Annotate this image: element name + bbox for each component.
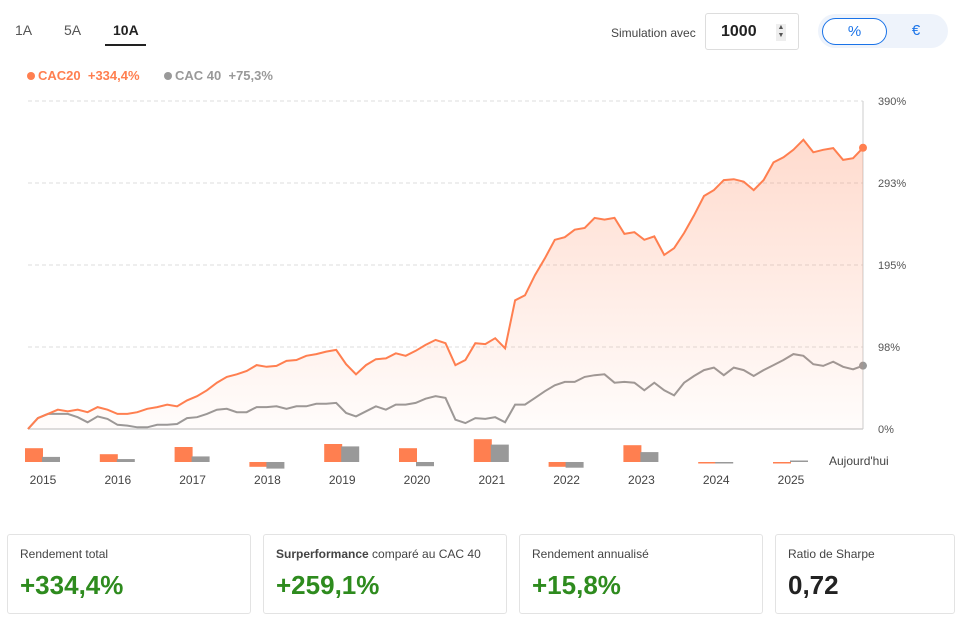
legend-name: CAC 40 bbox=[175, 68, 222, 83]
year-label: 2022 bbox=[553, 473, 580, 487]
simulation-amount-input[interactable]: 1000 ▲ ▼ bbox=[705, 13, 799, 50]
annual-bar-cac20 bbox=[473, 439, 492, 462]
annual-bar-cac20 bbox=[399, 448, 417, 462]
annual-bar-cac20 bbox=[773, 462, 791, 464]
annual-bar-cac40 bbox=[116, 459, 135, 462]
card-outperformance: Surperformance comparé au CAC 40 +259,1% bbox=[263, 534, 507, 614]
orange-dot-icon bbox=[27, 72, 35, 80]
year-label: 2015 bbox=[30, 473, 57, 487]
legend-value: +334,4% bbox=[87, 68, 140, 83]
legend-cac40: CAC 40 +75,3% bbox=[164, 68, 273, 83]
legend-name: CAC20 bbox=[38, 68, 81, 83]
y-tick-label: 293% bbox=[878, 178, 906, 190]
y-tick-label: 390% bbox=[878, 96, 906, 108]
annual-bar-cac40 bbox=[416, 462, 434, 467]
legend-value: +75,3% bbox=[228, 68, 273, 83]
card-total-return: Rendement total +334,4% bbox=[7, 534, 251, 614]
card-title-bold: Surperformance bbox=[276, 547, 369, 561]
annual-bar-cac20 bbox=[324, 444, 343, 462]
annual-bar-cac20 bbox=[25, 448, 43, 462]
y-tick-label: 98% bbox=[878, 342, 900, 354]
euro-toggle-button[interactable]: € bbox=[911, 22, 921, 39]
performance-chart: 0% 98% 195% 293% 390% 2015 2016 2017 2018 2019 202… bbox=[25, 96, 906, 487]
tab-1a[interactable]: 1A bbox=[15, 22, 33, 38]
simulation-value: 1000 bbox=[721, 23, 757, 40]
card-value: 0,72 bbox=[788, 570, 839, 600]
year-label: 2018 bbox=[254, 473, 281, 487]
annual-bar-cac40 bbox=[790, 460, 808, 462]
percent-toggle-button[interactable]: % bbox=[822, 18, 887, 45]
today-label: Aujourd'hui bbox=[829, 454, 889, 468]
annual-bar-cac40 bbox=[42, 456, 60, 462]
tab-5a[interactable]: 5A bbox=[64, 22, 82, 38]
year-label: 2024 bbox=[703, 473, 730, 487]
y-tick-label: 195% bbox=[878, 260, 906, 272]
annual-bar-cac40 bbox=[490, 444, 509, 462]
year-label: 2023 bbox=[628, 473, 655, 487]
annual-bar-cac40 bbox=[565, 462, 584, 468]
simulation-label: Simulation avec bbox=[611, 26, 696, 40]
card-sharpe-ratio: Ratio de Sharpe 0,72 bbox=[775, 534, 955, 614]
y-tick-label: 0% bbox=[878, 424, 894, 436]
annual-bar-cac20 bbox=[99, 454, 118, 462]
annual-bar-cac20 bbox=[249, 462, 268, 467]
unit-toggle: % € bbox=[818, 14, 948, 48]
annual-bar-cac40 bbox=[341, 446, 360, 462]
annual-bar-cac20 bbox=[623, 445, 642, 462]
tab-10a[interactable]: 10A bbox=[113, 22, 139, 38]
year-label: 2020 bbox=[404, 473, 431, 487]
annual-bar-cac40 bbox=[191, 456, 210, 462]
annual-bar-cac20 bbox=[698, 462, 717, 464]
gray-dot-icon bbox=[164, 72, 172, 80]
annual-bar-cac40 bbox=[266, 462, 285, 469]
spinner-icon[interactable]: ▲ ▼ bbox=[776, 24, 786, 41]
cac20-line bbox=[27, 138, 864, 430]
card-title: comparé au CAC 40 bbox=[368, 547, 481, 561]
series-end-point bbox=[859, 143, 867, 152]
year-label: 2017 bbox=[179, 473, 206, 487]
annual-bar-cac20 bbox=[174, 447, 193, 462]
year-label: 2016 bbox=[104, 473, 131, 487]
card-title: Ratio de Sharpe bbox=[788, 547, 875, 561]
card-value: +334,4% bbox=[20, 570, 124, 600]
annual-bar-cac20 bbox=[548, 462, 567, 467]
year-label: 2019 bbox=[329, 473, 356, 487]
card-title: Rendement annualisé bbox=[532, 547, 649, 561]
card-annualized-return: Rendement annualisé +15,8% bbox=[519, 534, 763, 614]
card-title: Rendement total bbox=[20, 547, 109, 561]
year-label: 2021 bbox=[478, 473, 505, 487]
card-value: +15,8% bbox=[532, 570, 621, 600]
legend-cac20: CAC20 +334,4% bbox=[27, 68, 140, 83]
active-tab-indicator bbox=[105, 44, 146, 46]
year-label: 2025 bbox=[778, 473, 805, 487]
cac20-area bbox=[28, 139, 863, 429]
card-value: +259,1% bbox=[276, 570, 380, 600]
annual-bar-cac40 bbox=[640, 452, 659, 462]
annual-bar-cac40 bbox=[715, 462, 734, 464]
